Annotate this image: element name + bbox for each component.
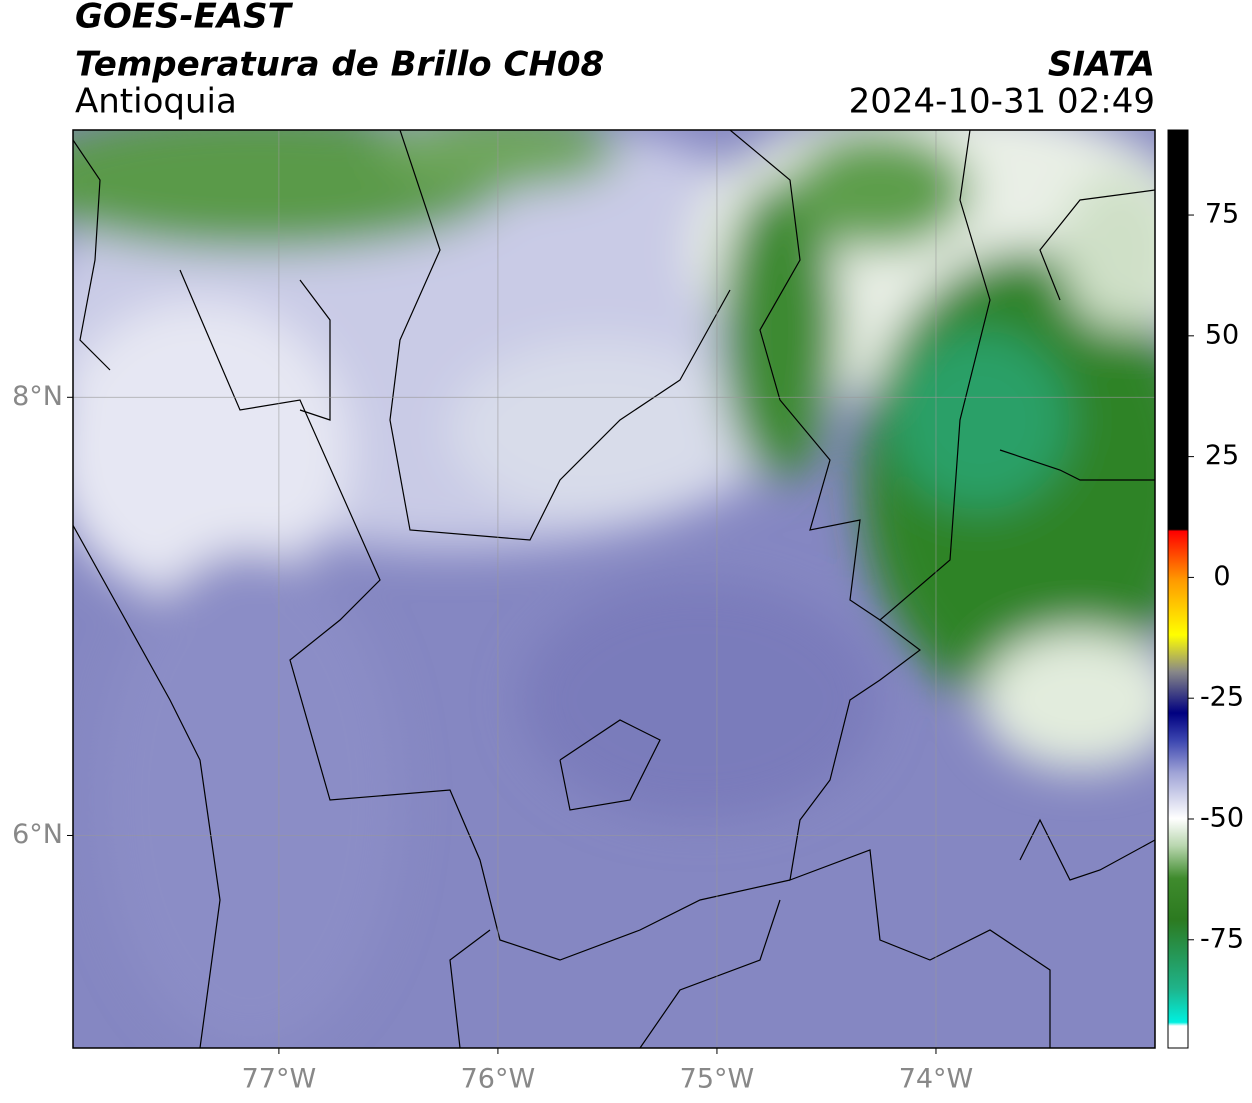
colorbar-tick-label: 0 <box>1213 561 1230 592</box>
colorbar-tick-label: -25 <box>1200 682 1244 713</box>
map-frame <box>72 129 1156 1049</box>
map-image <box>73 130 1155 1048</box>
x-tick-label: 74°W <box>899 1064 974 1095</box>
colorbar-tick-label: -75 <box>1200 923 1244 954</box>
x-tick-label: 77°W <box>242 1064 317 1095</box>
region: Antioquia <box>75 82 237 122</box>
colorbar-tick-label: 75 <box>1205 199 1239 230</box>
grid <box>73 130 1155 1048</box>
y-tick-label: 8°N <box>12 381 63 412</box>
datetime: 2024-10-31 02:49 <box>849 82 1155 122</box>
colorbar <box>1167 129 1189 1049</box>
title: GOES-EAST <box>75 0 294 37</box>
y-tick-label: 6°N <box>12 819 63 850</box>
colorbar-tick-label: -50 <box>1200 802 1244 833</box>
x-tick-label: 75°W <box>680 1064 755 1095</box>
x-tick-label: 76°W <box>461 1064 536 1095</box>
subtitle: Temperatura de Brillo CH08 <box>75 45 604 85</box>
colorbar-tick-label: 50 <box>1205 319 1239 350</box>
source: SIATA <box>1048 45 1155 85</box>
colorbar-tick-label: 25 <box>1205 440 1239 471</box>
